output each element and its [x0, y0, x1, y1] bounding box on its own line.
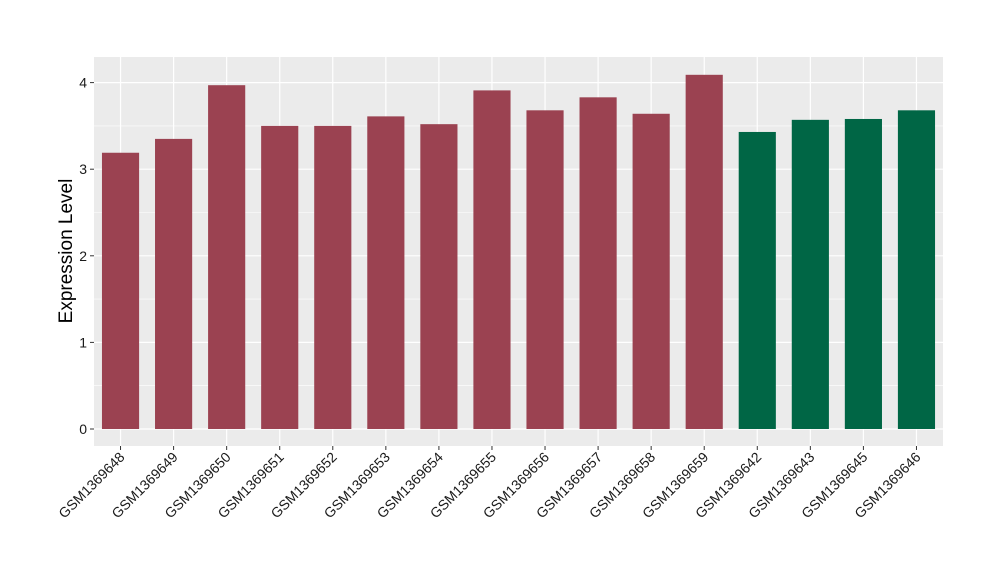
bar-GSM1369649 — [155, 138, 193, 429]
bar-GSM1369643 — [791, 119, 829, 429]
bar-GSM1369654 — [420, 124, 458, 429]
bar-GSM1369648 — [101, 152, 140, 429]
bar-GSM1369653 — [367, 116, 405, 430]
y-tick-label: 3 — [79, 161, 87, 177]
bar-GSM1369657 — [579, 97, 617, 430]
y-tick-label: 1 — [79, 334, 87, 350]
y-tick-label: 0 — [79, 421, 87, 437]
bar-GSM1369645 — [844, 118, 882, 430]
bar-GSM1369642 — [738, 131, 776, 429]
bar-GSM1369656 — [526, 110, 564, 429]
bar-GSM1369652 — [314, 125, 352, 430]
bars — [101, 74, 936, 430]
y-axis-title: Expression Level — [56, 179, 77, 324]
bar-GSM1369650 — [208, 85, 246, 429]
y-tick-label: 2 — [79, 248, 87, 264]
bar-GSM1369651 — [261, 125, 299, 430]
bar-GSM1369659 — [685, 74, 723, 429]
bar-GSM1369658 — [632, 113, 670, 429]
bar-GSM1369655 — [473, 90, 511, 430]
bar-GSM1369646 — [897, 110, 936, 429]
y-tick-label: 4 — [79, 75, 87, 91]
